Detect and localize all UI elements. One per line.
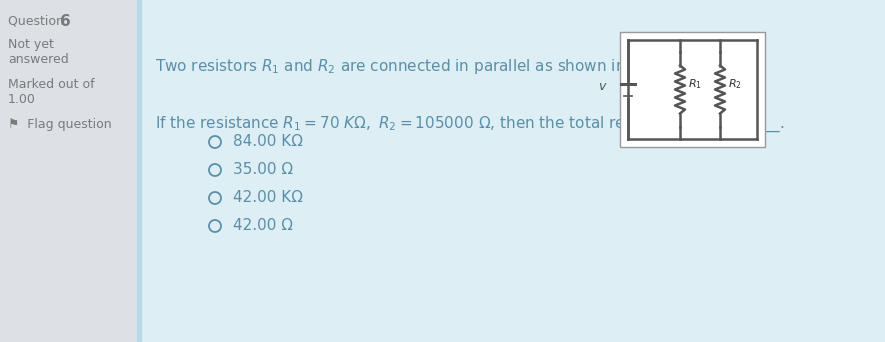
Text: $R_2$: $R_2$ (728, 78, 742, 91)
Text: 1.00: 1.00 (8, 93, 36, 106)
Text: Question: Question (8, 14, 68, 27)
Text: answered: answered (8, 53, 69, 66)
Text: 35.00 Ω: 35.00 Ω (233, 162, 293, 177)
Bar (0, 0, 137, 342)
Text: $v$: $v$ (598, 80, 608, 93)
Text: 6: 6 (60, 14, 71, 29)
Text: Two resistors $R_1$ and $R_2$ are connected in parallel as shown in the figure. : Two resistors $R_1$ and $R_2$ are connec… (155, 57, 735, 76)
Text: Marked out of: Marked out of (8, 78, 95, 91)
Bar (137, 0, 141, 342)
Text: If the resistance $R_1 = 70\ K\Omega,\ R_2 = 105000\ \Omega$, then the total res: If the resistance $R_1 = 70\ K\Omega,\ R… (155, 115, 785, 134)
Text: Not yet: Not yet (8, 38, 54, 51)
Bar (620, 32, 765, 147)
Bar (137, 0, 885, 342)
Text: $R_1$: $R_1$ (688, 78, 702, 91)
Text: 42.00 Ω: 42.00 Ω (233, 219, 293, 234)
Text: 84.00 KΩ: 84.00 KΩ (233, 134, 303, 149)
Text: ⚑  Flag question: ⚑ Flag question (8, 118, 112, 131)
Text: 42.00 KΩ: 42.00 KΩ (233, 190, 303, 206)
